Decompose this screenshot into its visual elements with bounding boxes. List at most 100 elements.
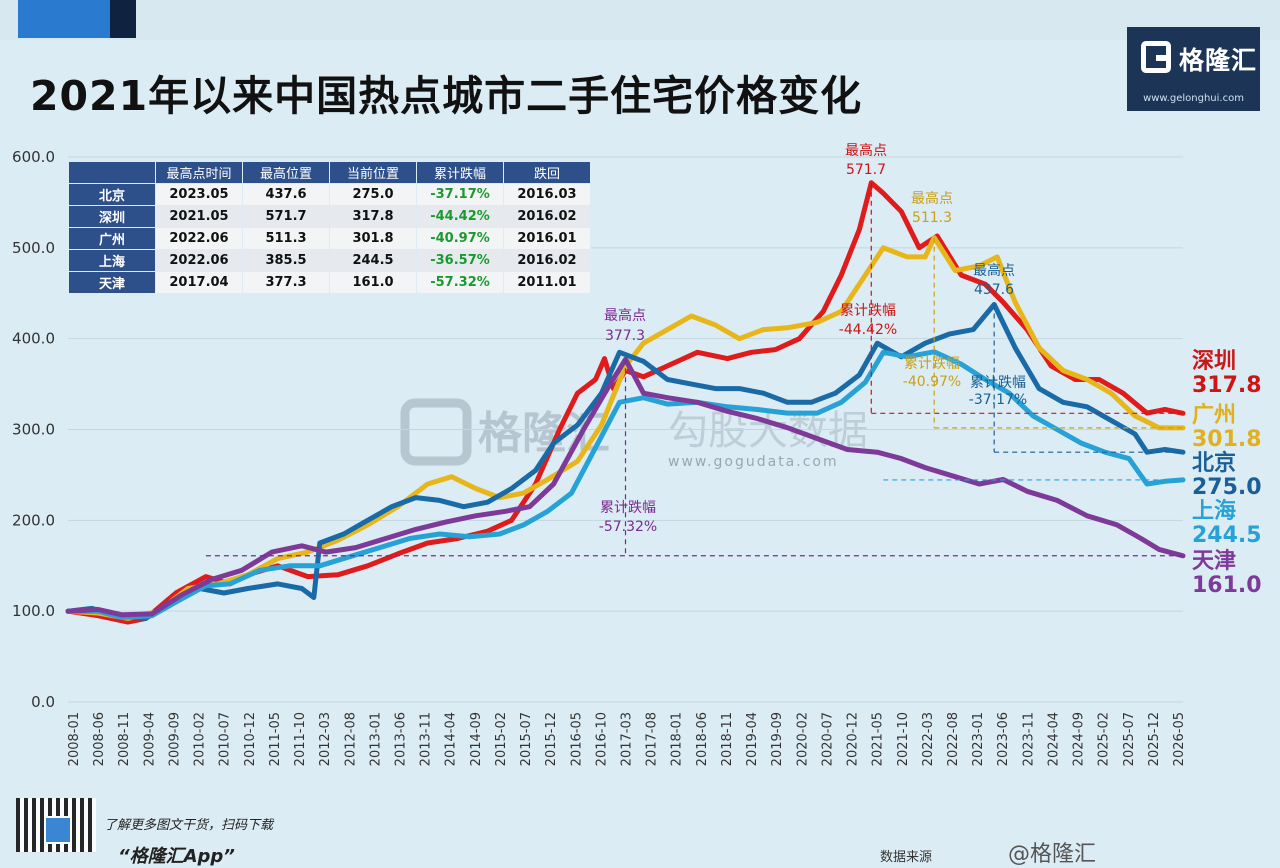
table-row: 广州 2022.06 511.3 301.8 -40.97% 2016.01 [68, 227, 591, 250]
qr-code-icon[interactable] [16, 798, 96, 852]
footer-handle: @格隆汇 [1008, 842, 1097, 867]
end-label-value: 301.8 [1192, 427, 1262, 452]
x-tick-label: 2026-05 [1172, 712, 1187, 766]
x-tick-label: 2020-12 [846, 712, 861, 766]
y-tick-label: 400.0 [12, 330, 55, 348]
table-cell: 437.6 [242, 183, 330, 206]
x-tick-label: 2015-12 [544, 712, 559, 766]
table-header [68, 161, 156, 184]
x-tick-label: 2011-10 [293, 712, 308, 766]
x-tick-label: 2008-11 [117, 712, 132, 766]
brand-logo[interactable]: 格隆汇 www.gelonghui.com [1127, 27, 1260, 111]
summary-table: 最高点时间 最高位置 当前位置 累计跌幅 跌回 北京 2023.05 437.6… [68, 161, 591, 294]
watermark-text: 格隆汇 [478, 408, 610, 459]
x-tick-label: 2019-04 [745, 712, 760, 766]
x-tick-label: 2018-01 [670, 712, 685, 766]
x-tick-label: 2025-12 [1147, 712, 1162, 766]
y-tick-label: 0.0 [31, 693, 55, 711]
x-tick-label: 2012-08 [343, 712, 358, 766]
table-cell: 2016.03 [503, 183, 591, 206]
x-tick-label: 2010-07 [218, 712, 233, 766]
drop-value: -40.97% [903, 374, 961, 390]
end-label-value: 161.0 [1192, 573, 1262, 598]
table-cell: 511.3 [242, 227, 330, 250]
drop-label: 累计跌幅 [970, 375, 1026, 391]
table-row: 深圳 2021.05 571.7 317.8 -44.42% 2016.02 [68, 205, 591, 228]
end-label-city: 上海 [1192, 498, 1236, 524]
x-tick-label: 2023-01 [971, 712, 986, 766]
x-tick-label: 2009-04 [142, 712, 157, 766]
x-tick-label: 2015-02 [494, 712, 509, 766]
x-tick-label: 2022-03 [921, 712, 936, 766]
y-tick-label: 300.0 [12, 421, 55, 439]
end-label-value: 317.8 [1192, 373, 1262, 398]
x-tick-label: 2011-05 [268, 712, 283, 766]
watermark-url: www.gogudata.com [668, 454, 839, 470]
drop-label: 累计跌幅 [904, 356, 960, 372]
x-tick-label: 2013-01 [368, 712, 383, 766]
table-cell: 2016.01 [503, 227, 591, 250]
table-cell-city: 北京 [68, 183, 156, 206]
footer-promo-text: 了解更多图文干货，扫码下载 [104, 818, 274, 833]
table-cell: 385.5 [242, 249, 330, 272]
peak-value: 571.7 [846, 162, 886, 178]
x-tick-label: 2016-10 [594, 712, 609, 766]
table-cell: 2016.02 [503, 249, 591, 272]
x-tick-label: 2020-07 [820, 712, 835, 766]
x-tick-label: 2022-08 [946, 712, 961, 766]
end-label-city: 北京 [1192, 450, 1236, 476]
page-title: 2021年以来中国热点城市二手住宅价格变化 [30, 72, 863, 120]
footer: 了解更多图文干货，扫码下载 “格隆汇App” 数据来源 @格隆汇 [0, 790, 1280, 867]
table-cell-change: -57.32% [416, 271, 504, 294]
x-tick-label: 2015-07 [519, 712, 534, 766]
table-cell: 2021.05 [155, 205, 243, 228]
table-header: 最高点时间 [155, 161, 243, 184]
table-cell: 317.8 [329, 205, 417, 228]
table-header: 累计跌幅 [416, 161, 504, 184]
footer-app-name: “格隆汇App” [118, 846, 235, 867]
table-row: 上海 2022.06 385.5 244.5 -36.57% 2016.02 [68, 249, 591, 272]
table-cell: 244.5 [329, 249, 417, 272]
peak-value: 377.3 [605, 328, 645, 344]
x-tick-label: 2013-06 [393, 712, 408, 766]
x-tick-label: 2019-09 [770, 712, 785, 766]
footer-source: 数据来源 [880, 850, 933, 865]
y-tick-label: 200.0 [12, 511, 55, 529]
table-cell-change: -36.57% [416, 249, 504, 272]
top-banner [0, 0, 1280, 40]
table-cell: 2022.06 [155, 227, 243, 250]
table-cell: 377.3 [242, 271, 330, 294]
table-cell: 2023.05 [155, 183, 243, 206]
x-tick-label: 2018-06 [695, 712, 710, 766]
end-label-value: 275.0 [1192, 475, 1262, 500]
banner-block-blue [18, 0, 110, 38]
series-line-北京 [65, 302, 1186, 621]
x-tick-label: 2014-04 [444, 712, 459, 766]
x-tick-label: 2008-06 [92, 712, 107, 766]
series-line-广州 [65, 235, 1186, 621]
table-cell-change: -37.17% [416, 183, 504, 206]
table-cell: 2011.01 [503, 271, 591, 294]
table-cell: 2017.04 [155, 271, 243, 294]
y-tick-label: 100.0 [12, 602, 55, 620]
watermark-logo-icon [400, 398, 472, 466]
table-cell: 275.0 [329, 183, 417, 206]
x-tick-label: 2013-11 [419, 712, 434, 766]
x-tick-label: 2024-09 [1072, 712, 1087, 766]
x-tick-label: 2018-11 [720, 712, 735, 766]
end-label-city: 深圳 [1192, 349, 1236, 374]
end-label-value: 244.5 [1192, 523, 1262, 548]
brand-logo-icon [1141, 41, 1171, 73]
end-label-city: 天津 [1192, 548, 1236, 574]
table-header: 当前位置 [329, 161, 417, 184]
series-line-天津 [65, 356, 1186, 618]
x-tick-label: 2009-09 [167, 712, 182, 766]
drop-value: -57.32% [599, 519, 657, 535]
x-tick-label: 2010-12 [243, 712, 258, 766]
qr-center-logo-icon [44, 816, 72, 844]
y-tick-label: 500.0 [12, 239, 55, 257]
peak-label: 最高点 [604, 307, 646, 324]
banner-block-navy [110, 0, 136, 38]
table-header: 最高位置 [242, 161, 330, 184]
table-cell-city: 上海 [68, 249, 156, 272]
